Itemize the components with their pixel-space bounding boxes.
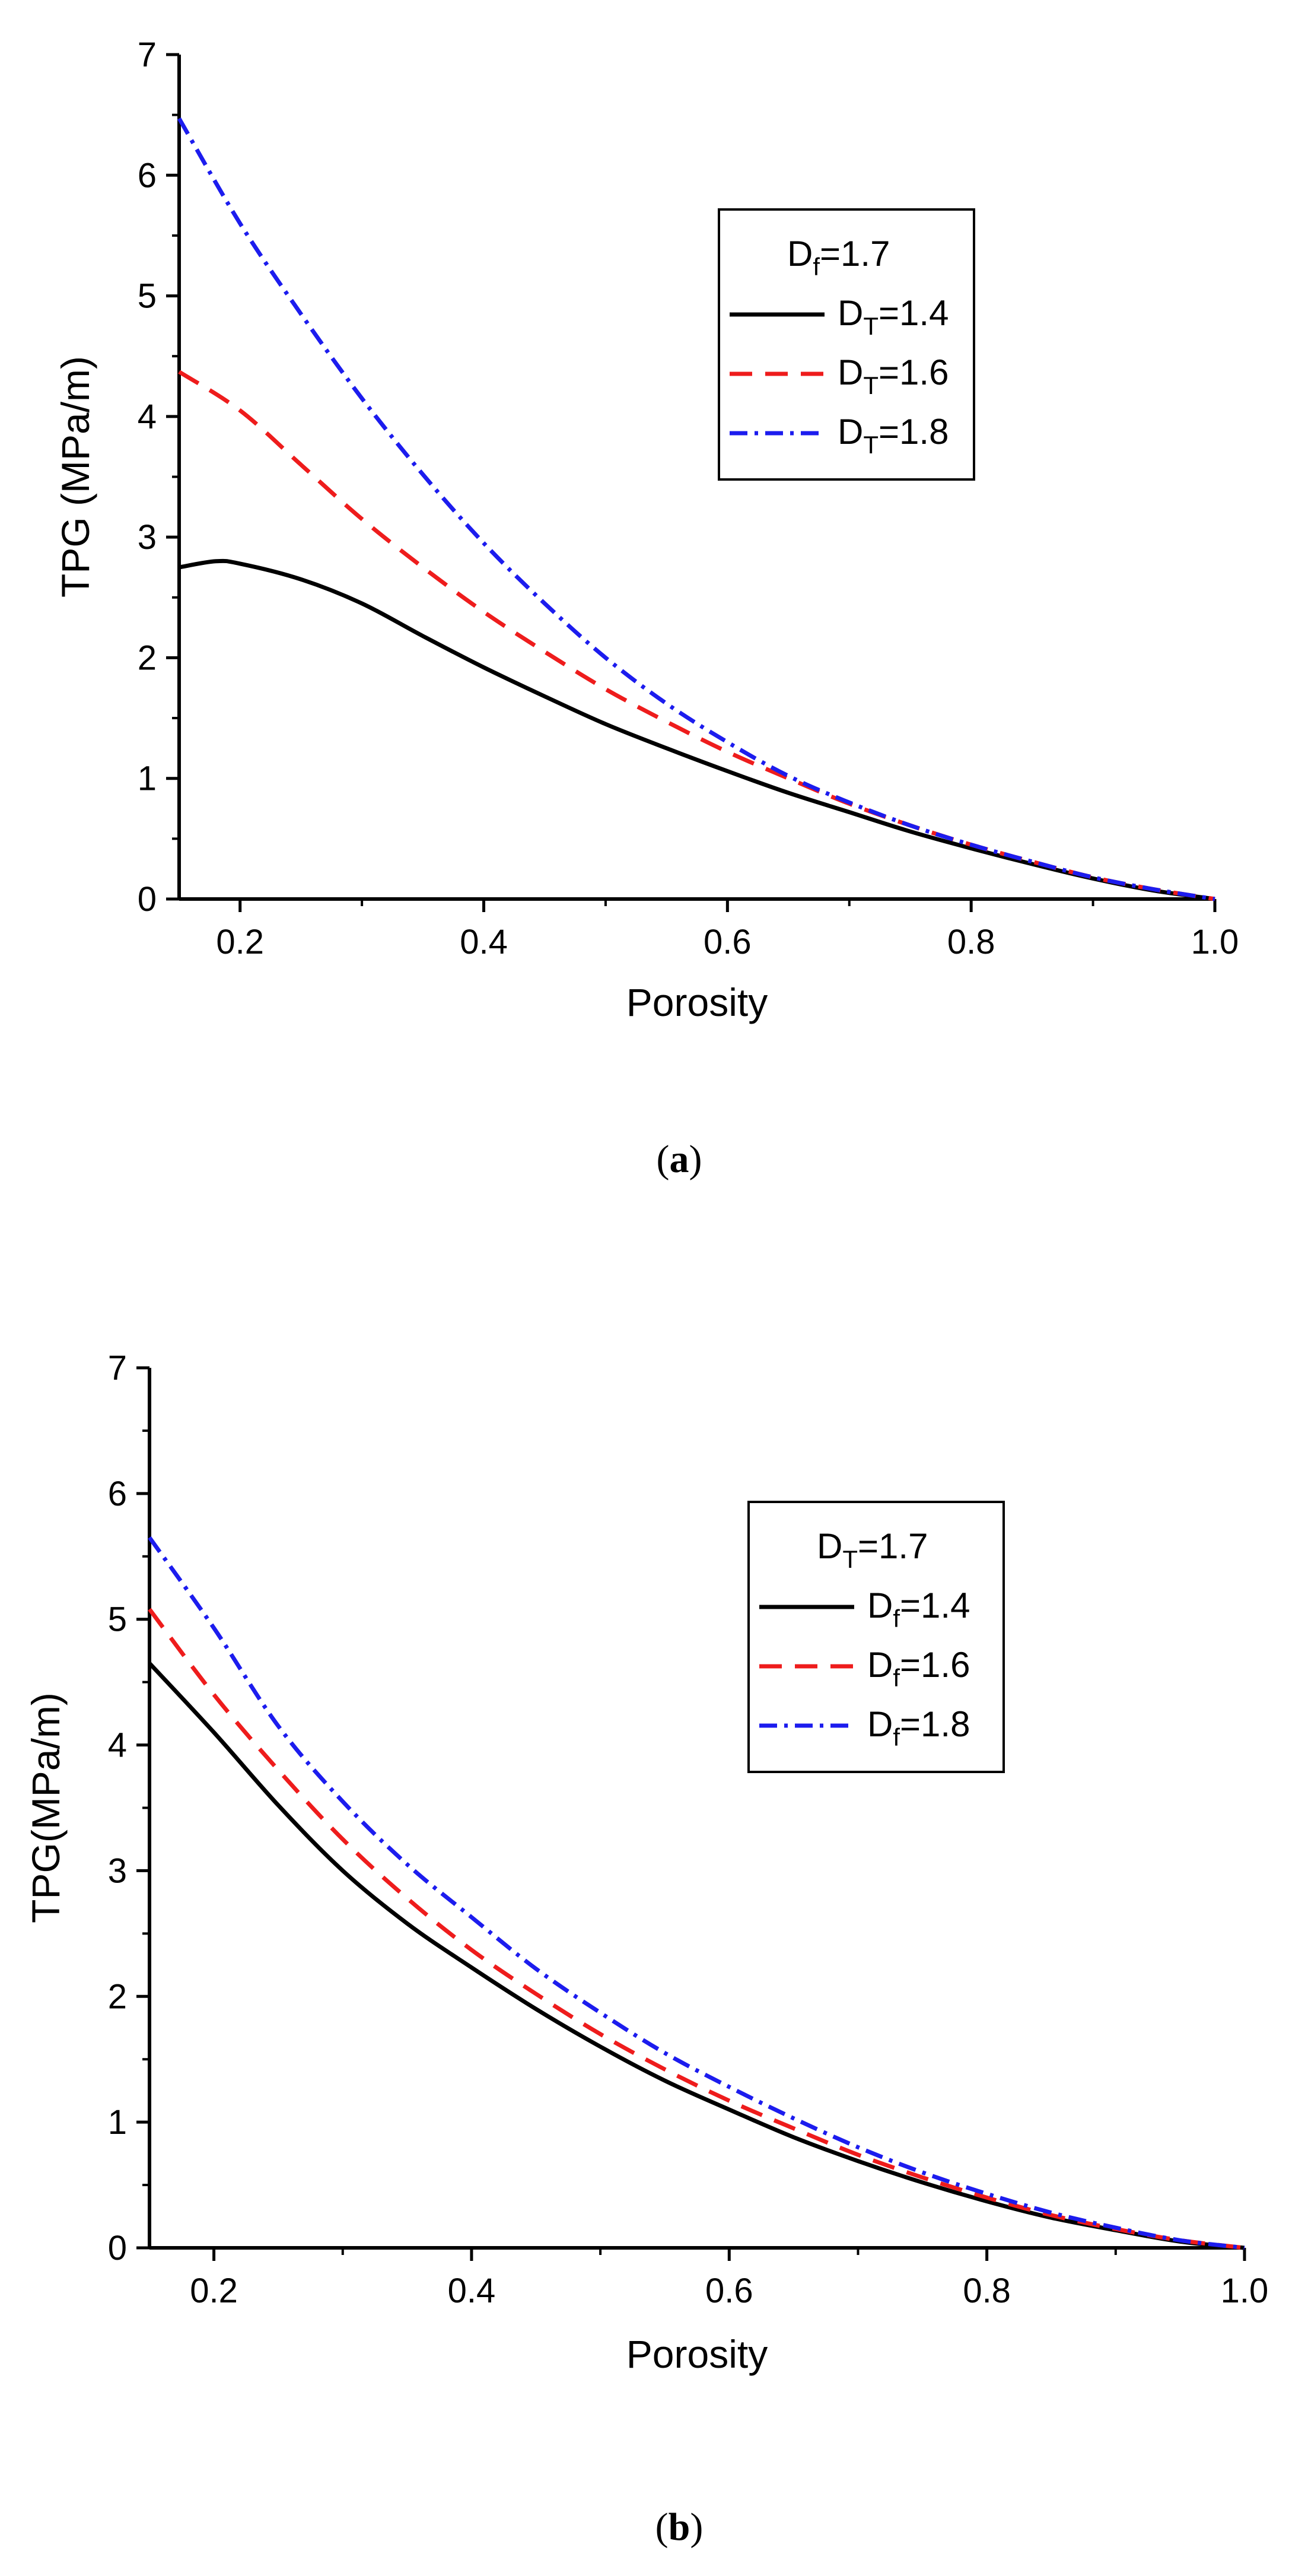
panel-a-x-tick-label: 0.6 — [704, 923, 752, 961]
panel-b-legend-title-sub: T — [842, 1545, 858, 1573]
panel-b-y-axis-title: TPG(MPa/m) — [24, 1692, 68, 1923]
panel-a-caption-label: a — [670, 1138, 689, 1181]
chart-panel-b: 0 1 2 3 4 5 6 7 0.2 0.4 0.6 0.8 1.0 Porosity TPG(MPa/m… — [24, 1349, 1268, 2549]
panel-a-legend-entry-3-main: D — [838, 412, 863, 452]
panel-b-legend-box — [747, 1501, 1005, 1773]
panel-a-legend-entry-1-main: D — [838, 293, 863, 333]
panel-b-series-line-3 — [148, 1536, 1245, 2250]
panel-a-legend-title-main: D — [787, 234, 813, 274]
panel-b-legend-entry-2-sub: f — [893, 1664, 900, 1692]
panel-b-y-tick-label: 3 — [108, 1851, 127, 1890]
panel-a-x-tick-label: 0.4 — [460, 923, 508, 961]
panel-a-legend-title-value: =1.7 — [820, 234, 890, 274]
panel-a-legend-title: Df=1.7 — [787, 234, 890, 281]
panel-b-legend-entry-1-value: =1.4 — [900, 1586, 970, 1625]
panel-a-legend-entry-2-main: D — [838, 352, 863, 392]
panel-b-caption: (b) — [655, 2505, 704, 2549]
panel-b-legend-entry-1-main: D — [867, 1586, 893, 1625]
chart-panel-a: 0 1 2 3 4 5 6 7 0.2 0.4 0.6 0.8 1.0 Porosity TPG (MPa/… — [53, 36, 1239, 1181]
panel-a-y-tick-label: 2 — [138, 639, 157, 677]
panel-a-x-axis-title: Porosity — [626, 980, 768, 1024]
panel-a-y-tick-label: 6 — [138, 156, 157, 195]
panel-a-y-tick-label: 5 — [138, 277, 157, 316]
panel-b-legend-entry-3: Df=1.8 — [867, 1704, 970, 1751]
panel-a-y-tick-label: 3 — [138, 518, 157, 557]
panel-b-legend-title-main: D — [817, 1526, 842, 1566]
panel-b-legend-title: DT=1.7 — [817, 1526, 928, 1573]
panel-a-x-tick-label: 1.0 — [1191, 923, 1239, 961]
panel-b-x-tick-label: 0.4 — [448, 2272, 496, 2310]
panel-a-legend-box — [718, 208, 975, 481]
panel-a-x-tick-label: 0.8 — [947, 923, 995, 961]
panel-b-y-tick-label: 7 — [108, 1349, 127, 1387]
panel-a-legend-entry-2: DT=1.6 — [838, 352, 949, 399]
panel-b-x-tick-label: 0.6 — [705, 2272, 753, 2310]
panel-b-legend-entry-3-sub: f — [893, 1723, 900, 1751]
panel-a-legend-entry-1: DT=1.4 — [838, 293, 949, 340]
panel-a-caption-close: ) — [689, 1138, 702, 1181]
panel-b-legend-entry-3-value: =1.8 — [900, 1704, 970, 1744]
panel-b-series-line-2 — [148, 1608, 1245, 2250]
panel-b-y-tick-label: 5 — [108, 1600, 127, 1639]
panel-a-legend-title-sub: f — [813, 253, 820, 281]
panel-a-series-line-1 — [179, 558, 1215, 901]
panel-a-y-tick-label: 1 — [138, 760, 157, 798]
panel-b-caption-open: ( — [655, 2505, 669, 2549]
panel-a-y-axis-title: TPG (MPa/m) — [53, 356, 97, 598]
panel-a-series-line-2 — [178, 370, 1215, 901]
panel-b-y-tick-label: 6 — [108, 1475, 127, 1513]
panel-b-legend-entry-2-main: D — [867, 1645, 893, 1685]
panel-b-legend-entry-2-value: =1.6 — [900, 1645, 970, 1685]
panel-b-legend-entry-1: Df=1.4 — [867, 1586, 970, 1632]
panel-a-legend-entry-3-sub: T — [863, 431, 879, 459]
panel-a-legend-entry-1-value: =1.4 — [879, 293, 949, 333]
panel-a-caption: (a) — [657, 1138, 702, 1181]
panel-a-legend-entry-3-value: =1.8 — [879, 412, 949, 452]
panel-b-caption-close: ) — [690, 2505, 703, 2549]
panel-b-legend-entry-2: Df=1.6 — [867, 1645, 970, 1692]
panel-a-y-tick-label: 7 — [138, 36, 157, 74]
panel-a-x-tick-label: 0.2 — [216, 923, 264, 961]
panel-b-x-tick-label: 1.0 — [1221, 2272, 1269, 2310]
panel-b-x-axis-title: Porosity — [626, 2332, 768, 2376]
panel-a-y-tick-label: 4 — [138, 398, 157, 436]
panel-a-legend-entry-2-sub: T — [863, 371, 879, 399]
panel-b-legend-title-value: =1.7 — [858, 1526, 928, 1566]
panel-b-series-line-1 — [148, 1662, 1245, 2250]
panel-b-y-tick-label: 1 — [108, 2103, 127, 2142]
panel-b-y-tick-label: 2 — [108, 1977, 127, 2016]
panel-a-series-line-3 — [177, 117, 1215, 901]
panel-b-legend-entry-1-sub: f — [893, 1605, 900, 1632]
panel-a-legend-entry-1-sub: T — [863, 312, 879, 340]
panel-a-legend-entry-2-value: =1.6 — [879, 352, 949, 392]
panel-a-legend-entry-3: DT=1.8 — [838, 412, 949, 459]
panel-b-caption-label: b — [669, 2505, 690, 2549]
panel-a-y-tick-label: 0 — [138, 880, 157, 919]
panel-b-y-tick-label: 0 — [108, 2229, 127, 2267]
panel-a-caption-open: ( — [657, 1138, 670, 1181]
panel-b-x-tick-label: 0.2 — [190, 2272, 238, 2310]
panel-b-y-tick-label: 4 — [108, 1726, 127, 1765]
panel-b-legend-entry-3-main: D — [867, 1704, 893, 1744]
panel-b-x-tick-label: 0.8 — [963, 2272, 1011, 2310]
